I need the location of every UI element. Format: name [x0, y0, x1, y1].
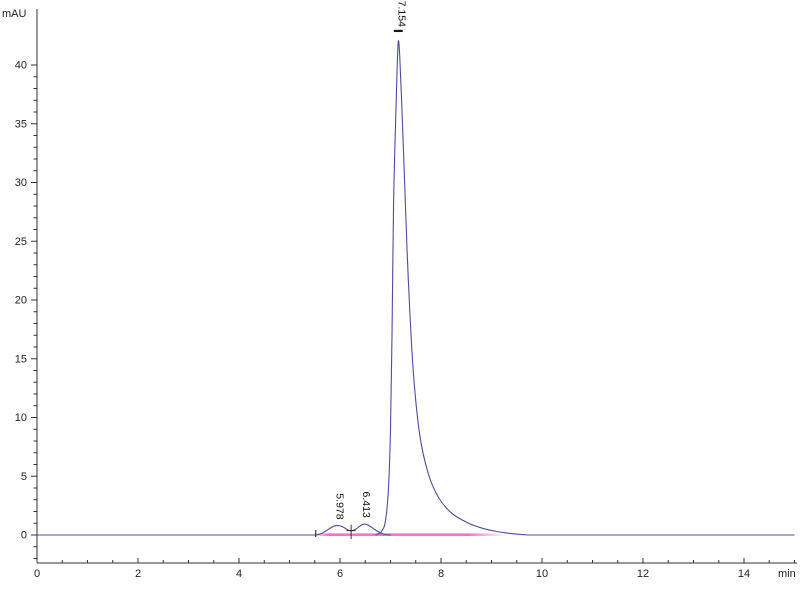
svg-text:25: 25 — [15, 236, 27, 248]
svg-text:30: 30 — [15, 177, 27, 189]
svg-text:15: 15 — [15, 353, 27, 365]
svg-text:4: 4 — [236, 568, 242, 580]
svg-text:2: 2 — [135, 568, 141, 580]
svg-text:5.978: 5.978 — [333, 493, 345, 519]
svg-text:10: 10 — [536, 568, 548, 580]
svg-text:40: 40 — [15, 60, 27, 72]
svg-text:6: 6 — [337, 568, 343, 580]
svg-text:10: 10 — [15, 412, 27, 424]
svg-text:5: 5 — [21, 471, 27, 483]
svg-text:8: 8 — [438, 568, 444, 580]
svg-text:20: 20 — [15, 295, 27, 307]
svg-text:14: 14 — [738, 568, 750, 580]
svg-text:6.413: 6.413 — [360, 492, 372, 518]
svg-text:0: 0 — [21, 530, 27, 542]
svg-text:mAU: mAU — [2, 8, 27, 20]
svg-text:min: min — [778, 568, 796, 580]
svg-text:7.154: 7.154 — [395, 1, 407, 27]
svg-text:12: 12 — [637, 568, 649, 580]
svg-text:35: 35 — [15, 118, 27, 130]
svg-text:0: 0 — [34, 568, 40, 580]
